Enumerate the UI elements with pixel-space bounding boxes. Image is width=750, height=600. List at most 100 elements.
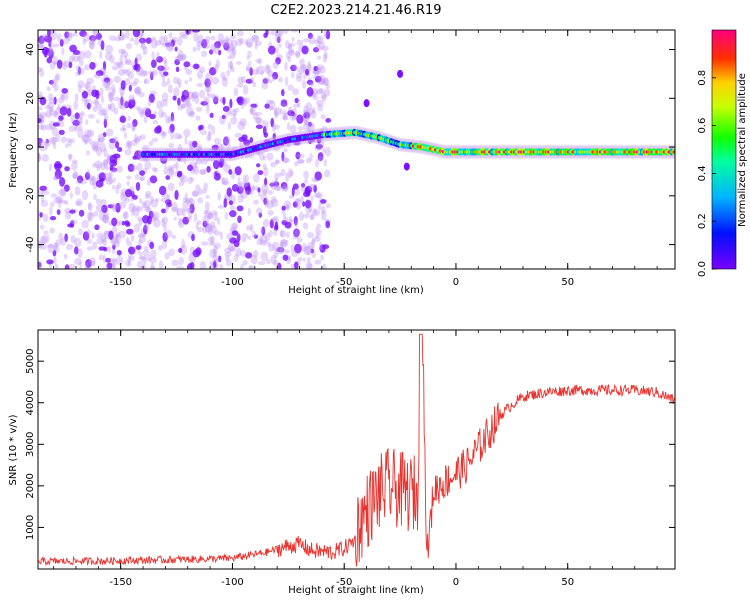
spectrogram-noise-cell: [128, 202, 136, 213]
spectrogram-noise-cell: [105, 176, 113, 185]
spectrogram-noise-cell: [125, 236, 130, 247]
spectrogram-noise-cell: [213, 137, 221, 145]
spectrogram-noise-cell: [128, 255, 135, 262]
spectrogram-noise-cell: [87, 129, 95, 138]
spectrogram-noise-cell: [247, 50, 252, 58]
spectrogram-noise-cell: [81, 134, 90, 143]
spectrogram-noise-cell: [307, 121, 312, 127]
spectrogram-noise-cell: [64, 200, 69, 206]
spectrogram-noise-cell: [304, 186, 311, 196]
spectrogram-noise-cell: [255, 163, 261, 168]
spectrogram-noise-cell: [240, 263, 244, 269]
spectrogram-noise-cell: [287, 84, 294, 91]
spectrogram-noise-cell: [302, 213, 310, 219]
spectrogram-noise-cell: [167, 116, 175, 123]
spectrogram-noise-cell: [197, 188, 203, 196]
spectrogram-noise-cell: [51, 136, 56, 145]
spectrogram-noise-cell: [106, 246, 112, 253]
spectrogram-noise-cell: [38, 262, 42, 268]
spectrogram-noise-cell: [282, 109, 287, 119]
spectrogram-noise-cell: [325, 220, 331, 229]
spectrogram-noise-cell: [116, 255, 124, 266]
spectrogram-noise-cell: [70, 114, 76, 124]
spectrogram-noise-cell: [117, 147, 123, 153]
spectrogram-noise-cell: [91, 232, 95, 239]
spectrogram-noise-cell: [205, 97, 210, 107]
spectrogram-noise-cell: [269, 180, 278, 191]
spectrogram-noise-cell: [307, 32, 313, 39]
spectrogram-noise-cell: [202, 226, 208, 234]
spectrogram-noise-cell: [168, 42, 174, 51]
spectrogram-noise-cell: [89, 178, 95, 186]
spectrogram-noise-cell: [136, 162, 143, 172]
spectrogram-feature: [403, 162, 410, 171]
spectrogram-noise-cell: [320, 94, 327, 100]
spectrogram-noise-cell: [38, 66, 43, 73]
spectrogram-noise-cell: [84, 262, 89, 269]
spectrogram-noise-cell: [63, 253, 68, 260]
spectrogram-noise-cell: [64, 264, 70, 269]
spectrogram-noise-cell: [280, 229, 284, 238]
spectrogram-noise-cell: [66, 137, 72, 143]
spectrogram-noise-cell: [168, 32, 173, 39]
spectrogram-noise-cell: [286, 204, 290, 211]
spectrogram-noise-cell: [132, 205, 140, 212]
spectrogram-noise-cell: [67, 153, 73, 160]
spectrogram-noise-cell: [51, 56, 59, 65]
spectrogram-noise-cell: [227, 55, 232, 60]
spectrogram-x-tick-label: -50: [336, 277, 352, 288]
spectrogram-noise-cell: [94, 224, 100, 231]
spectrogram-noise-cell: [192, 190, 200, 197]
spectrogram-noise-cell: [39, 112, 48, 118]
spectrogram-noise-cell: [44, 34, 49, 40]
spectrogram-noise-cell: [132, 155, 137, 160]
spectrogram-noise-cell: [312, 209, 321, 217]
spectrogram-noise-cell: [302, 222, 309, 230]
spectrogram-noise-cell: [170, 39, 175, 47]
spectrogram-noise-cell: [313, 185, 317, 193]
spectrogram-noise-cell: [150, 39, 158, 49]
spectrogram-noise-cell: [214, 41, 221, 49]
spectrogram-noise-cell: [163, 165, 168, 176]
spectrogram-noise-cell: [243, 97, 251, 104]
spectrogram-noise-cell: [252, 230, 257, 239]
spectrogram-noise-cell: [134, 86, 142, 96]
spectrogram-noise-cell: [249, 136, 254, 144]
spectrogram-noise-cell: [266, 259, 271, 265]
spectrogram-noise-cell: [165, 40, 170, 49]
spectrogram-noise-cell: [132, 30, 141, 38]
spectrogram-noise-cell: [39, 146, 47, 151]
spectrogram-noise-cell: [209, 221, 216, 229]
spectrogram-noise-cell: [213, 230, 221, 236]
spectrogram-noise-cell: [180, 104, 188, 109]
spectrogram-noise-cell: [153, 167, 158, 173]
spectrogram-noise-cell: [144, 207, 152, 212]
spectrogram-noise-cell: [272, 71, 279, 80]
spectrogram-noise-cell: [92, 175, 96, 186]
spectrogram-noise-cell: [278, 43, 282, 48]
spectrogram-noise-cell: [76, 179, 83, 185]
spectrogram-noise-cell: [296, 159, 305, 164]
spectrogram-noise-cell: [254, 111, 263, 117]
spectrogram-noise-cell: [56, 33, 62, 42]
spectrogram-noise-cell: [303, 170, 309, 180]
spectrogram-noise-cell: [63, 184, 70, 192]
spectrogram-noise-cell: [182, 196, 188, 203]
spectrogram-noise-cell: [47, 102, 54, 110]
spectrogram-noise-cell: [186, 106, 194, 117]
spectrogram-noise-cell: [219, 157, 225, 167]
spectrogram-noise-cell: [124, 78, 131, 86]
spectrogram-noise-cell: [138, 218, 143, 226]
spectrogram-noise-cell: [291, 49, 295, 55]
spectrogram-noise-cell: [202, 39, 211, 45]
spectrogram-noise-cell: [120, 91, 124, 100]
spectrogram-ridge-core: [672, 150, 675, 154]
spectrogram-noise-cell: [57, 118, 62, 125]
spectrogram-noise-cell: [91, 140, 99, 150]
spectrogram-noise-cell: [109, 138, 116, 144]
spectrogram-noise-cell: [98, 254, 104, 261]
spectrogram-noise-cell: [208, 131, 212, 142]
spectrogram-noise-cell: [235, 38, 243, 47]
spectrogram-noise-cell: [162, 42, 169, 48]
